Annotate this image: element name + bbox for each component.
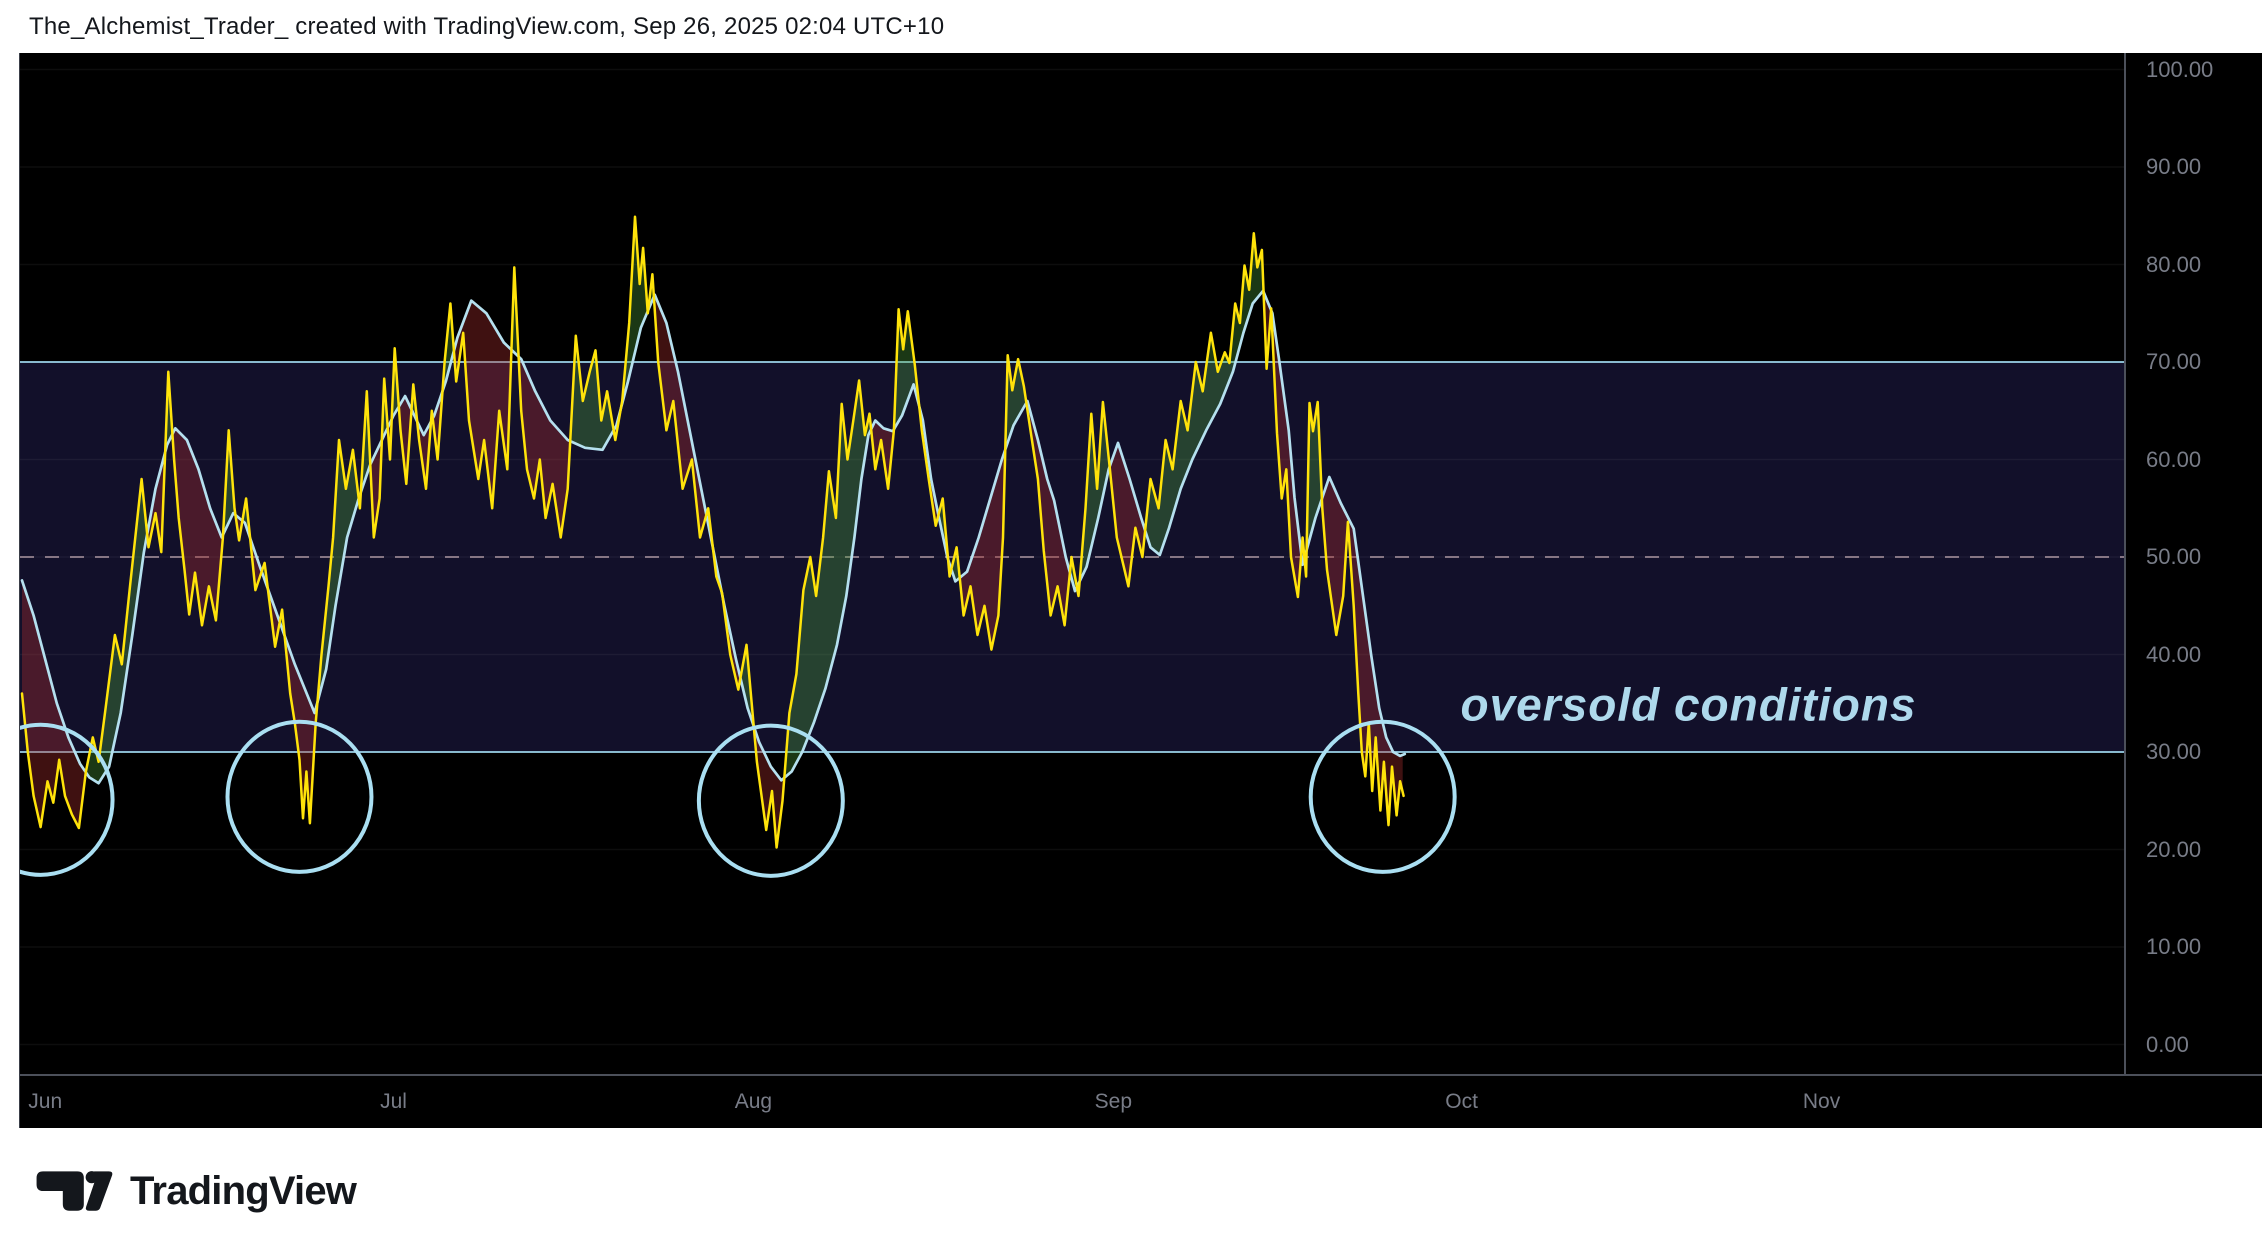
oversold-circle [20,722,115,877]
tradingview-wordmark: TradingView [130,1168,357,1213]
price-label: 10.00 [2146,934,2202,959]
price-label: 0.00 [2146,1031,2189,1057]
oversold-circle [225,719,374,874]
oversold-circle [696,723,845,878]
price-label: 80.00 [2146,251,2202,277]
price-label: 70.00 [2146,349,2202,374]
price-label: 60.00 [2146,446,2202,472]
month-label-jul: Jul [380,1090,407,1113]
price-axis-separator [2124,53,2126,1128]
attribution-text: The_Alchemist_Trader_ created with Tradi… [29,12,945,40]
rsi-ma-fill-below [22,294,1403,844]
price-axis[interactable]: 100.00 90.00 80.00 70.00 60.00 50.00 40.00 30.0… [2124,53,2262,1074]
price-label: 100.00 [2146,56,2214,82]
rsi-line [20,215,1405,849]
month-label-sep: Sep [1094,1090,1133,1113]
indicator-pane: oversold conditions 100.00 90.00 80.00 70.0… [19,53,2262,1130]
tradingview-brand-link[interactable]: TradingView [30,1168,357,1214]
oversold-circle [1308,719,1457,874]
price-label: 20.00 [2146,836,2202,862]
attribution-bar: The_Alchemist_Trader_ created with Tradi… [0,0,2262,53]
price-label: 30.00 [2146,739,2202,764]
price-label: 40.00 [2146,641,2202,667]
rsi-chart-canvas[interactable]: oversold conditions [20,53,2124,1074]
month-label-nov: Nov [1802,1090,1841,1113]
rsi-plot-area[interactable]: oversold conditions [20,53,2124,1074]
footer: TradingView [0,1128,2262,1250]
ma-line [20,289,1407,785]
month-label-aug: Aug [734,1090,773,1113]
annotation-oversold-text: oversold conditions [1460,678,1916,730]
price-label: 50.00 [2146,544,2202,569]
time-axis[interactable]: Jun Jul Aug Sep Oct Nov [20,1074,2262,1130]
month-label-jun: Jun [28,1090,63,1113]
price-label: 90.00 [2146,154,2202,179]
tradingview-logo-icon [36,1171,113,1211]
month-label-oct: Oct [1445,1090,1478,1113]
